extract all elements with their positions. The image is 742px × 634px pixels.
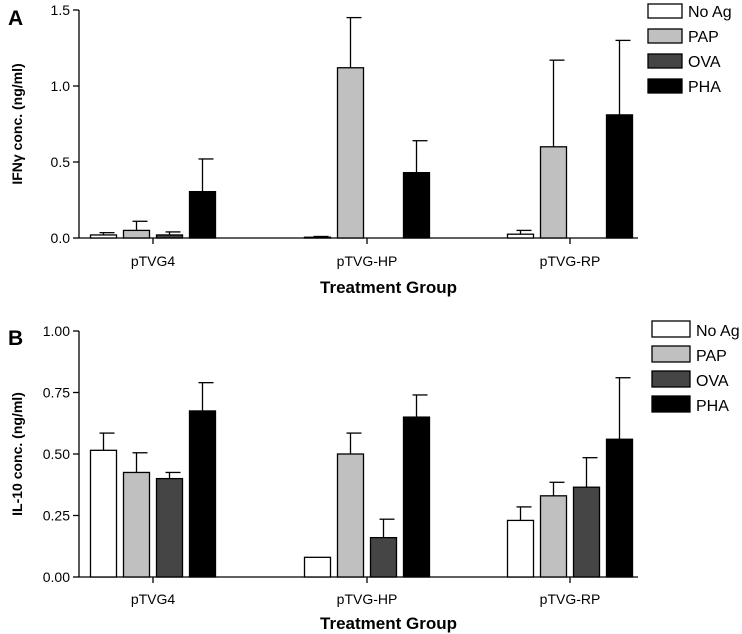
legend-label: PAP [696,348,727,365]
bar-pha [188,190,217,239]
bar-no-ag [506,519,535,578]
y-tick-label: 0.75 [43,385,70,401]
legend: No Ag PAP OVA PHA [647,3,732,96]
y-axis-title: IFNγ conc. (ng/ml) [9,63,25,184]
bar-pha [188,410,217,578]
legend-label: No Ag [696,323,740,340]
y-tick-label: 1.0 [51,78,71,94]
bar-no-ag [89,234,118,239]
legend-label: PAP [688,29,719,46]
x-axis-title: Treatment Group [320,614,457,633]
bar-pha [402,416,431,578]
x-category-label: pTVG4 [131,253,176,269]
y-axis-title: IL-10 conc. (ng/ml) [9,392,25,516]
legend-label: PHA [688,79,721,96]
bar-pap [122,229,151,239]
y-tick-label: 1.00 [43,323,70,339]
x-category-label: pTVG-HP [337,253,398,269]
legend-label: PHA [696,398,729,415]
legend-swatch [647,3,683,19]
panel-letter: B [8,327,23,350]
legend-swatch [647,28,683,44]
panel-letter: A [8,7,23,30]
y-tick-label: 0.00 [43,569,70,585]
bar-pha [402,171,431,239]
y-tick-label: 0.5 [51,154,71,170]
bar-pha [605,114,634,239]
bar-no-ag [89,449,118,578]
bar-pap [539,146,568,239]
legend-swatch [647,53,683,69]
x-category-label: pTVG4 [131,591,176,607]
bar-ova [572,486,601,578]
bar-ova [155,477,184,578]
x-category-label: pTVG-RP [540,591,601,607]
bar-ova [369,536,398,578]
bar-pap [539,495,568,578]
y-tick-label: 0.0 [51,230,71,246]
legend-label: OVA [688,54,721,71]
bar-no-ag [506,233,535,239]
y-tick-label: 0.25 [43,508,70,524]
panel-a: A 0.0 0.5 1.0 1.5 IFNγ conc. (ng/ml) pTVG4 pTVG… [8,2,732,297]
bar-pap [336,453,365,578]
y-tick-label: 0.50 [43,446,70,462]
legend: No Ag PAP OVA PHA [651,320,740,415]
legend-label: OVA [696,373,729,390]
bar-ova [155,234,184,239]
legend-swatch [647,78,683,94]
legend-swatch [651,320,691,338]
legend-label: No Ag [688,4,732,21]
y-tick-label: 1.5 [51,2,71,18]
x-axis-title: Treatment Group [320,278,457,297]
bar-no-ag [303,556,332,578]
legend-swatch [651,345,691,363]
panel-b: B 0.00 0.25 0.50 0.75 1.00 IL-10 conc. (ng/ml)… [8,320,740,633]
bar-no-ag [303,236,332,239]
bar-pap [336,67,365,239]
bar-pap [122,471,151,578]
legend-swatch [651,395,691,413]
legend-swatch [651,370,691,388]
x-category-label: pTVG-RP [540,253,601,269]
x-category-label: pTVG-HP [337,591,398,607]
bar-pha [605,438,634,578]
